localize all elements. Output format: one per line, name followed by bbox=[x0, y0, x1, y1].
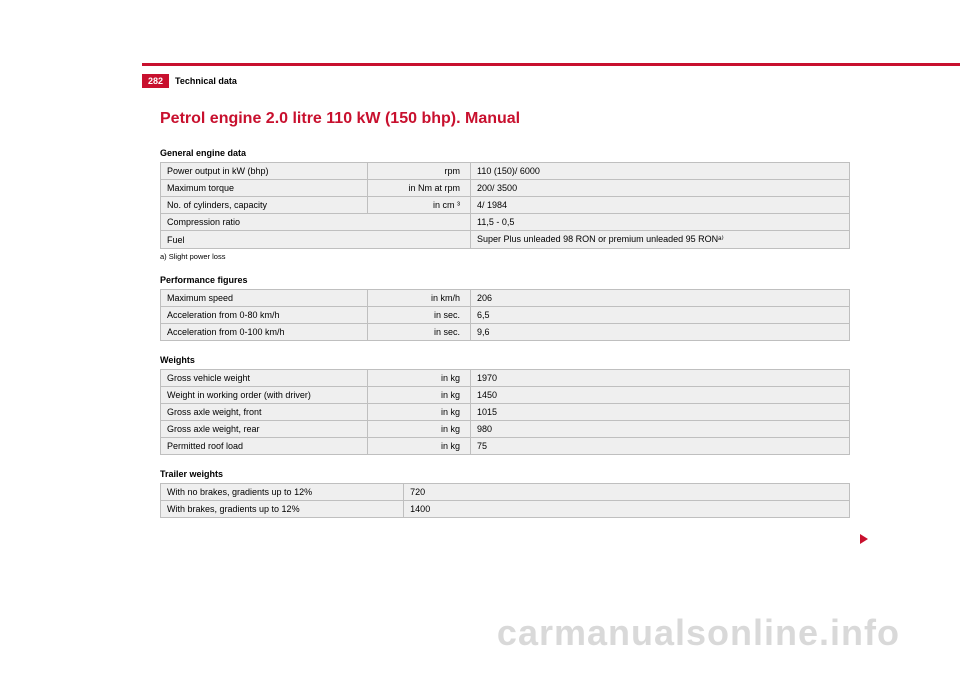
table-row: No. of cylinders, capacityin cm ³4/ 1984 bbox=[161, 197, 850, 214]
table-row: Gross vehicle weightin kg1970 bbox=[161, 370, 850, 387]
weights-table: Gross vehicle weightin kg1970 Weight in … bbox=[160, 369, 850, 455]
table-row: Maximum torquein Nm at rpm200/ 3500 bbox=[161, 180, 850, 197]
cell-label: Compression ratio bbox=[161, 214, 471, 231]
cell-value: 11,5 - 0,5 bbox=[471, 214, 850, 231]
weights-heading: Weights bbox=[160, 355, 850, 365]
page-title: Petrol engine 2.0 litre 110 kW (150 bhp)… bbox=[160, 110, 850, 128]
table-row: Acceleration from 0-100 km/hin sec.9,6 bbox=[161, 324, 850, 341]
trailer-heading: Trailer weights bbox=[160, 469, 850, 479]
watermark: carmanualsonline.info bbox=[497, 612, 900, 654]
cell-label: Acceleration from 0-80 km/h bbox=[161, 307, 368, 324]
section-name: Technical data bbox=[175, 76, 237, 86]
cell-unit: in kg bbox=[367, 438, 470, 455]
cell-value: 1400 bbox=[404, 501, 850, 518]
table-row: Maximum speedin km/h206 bbox=[161, 290, 850, 307]
cell-value: 720 bbox=[404, 484, 850, 501]
cell-unit: in sec. bbox=[367, 307, 470, 324]
cell-value: 9,6 bbox=[471, 324, 850, 341]
cell-unit: in cm ³ bbox=[367, 197, 470, 214]
cell-label: Maximum torque bbox=[161, 180, 368, 197]
general-table: Power output in kW (bhp)rpm110 (150)/ 60… bbox=[160, 162, 850, 249]
table-row: Compression ratio11,5 - 0,5 bbox=[161, 214, 850, 231]
cell-label: Gross axle weight, front bbox=[161, 404, 368, 421]
table-row: Gross axle weight, rearin kg980 bbox=[161, 421, 850, 438]
page-badge: 282 Technical data bbox=[142, 74, 237, 88]
cell-value: 200/ 3500 bbox=[471, 180, 850, 197]
cell-unit: in Nm at rpm bbox=[367, 180, 470, 197]
performance-table: Maximum speedin km/h206 Acceleration fro… bbox=[160, 289, 850, 341]
table-row: Acceleration from 0-80 km/hin sec.6,5 bbox=[161, 307, 850, 324]
cell-value: 980 bbox=[471, 421, 850, 438]
cell-label: Permitted roof load bbox=[161, 438, 368, 455]
header-rule bbox=[142, 63, 960, 66]
general-heading: General engine data bbox=[160, 148, 850, 158]
cell-value: 75 bbox=[471, 438, 850, 455]
cell-label: Power output in kW (bhp) bbox=[161, 163, 368, 180]
cell-unit: rpm bbox=[367, 163, 470, 180]
cell-value: 1970 bbox=[471, 370, 850, 387]
cell-unit: in kg bbox=[367, 387, 470, 404]
cell-label: Fuel bbox=[161, 231, 471, 249]
cell-unit: in km/h bbox=[367, 290, 470, 307]
table-row: Power output in kW (bhp)rpm110 (150)/ 60… bbox=[161, 163, 850, 180]
table-row: Weight in working order (with driver)in … bbox=[161, 387, 850, 404]
table-row: Permitted roof loadin kg75 bbox=[161, 438, 850, 455]
cell-value: 1015 bbox=[471, 404, 850, 421]
cell-unit: in kg bbox=[367, 404, 470, 421]
page-number: 282 bbox=[142, 74, 169, 88]
cell-label: Maximum speed bbox=[161, 290, 368, 307]
cell-label: With no brakes, gradients up to 12% bbox=[161, 484, 404, 501]
table-row: With brakes, gradients up to 12%1400 bbox=[161, 501, 850, 518]
cell-label: Weight in working order (with driver) bbox=[161, 387, 368, 404]
performance-heading: Performance figures bbox=[160, 275, 850, 285]
continue-arrow-icon bbox=[860, 534, 868, 544]
cell-label: Gross axle weight, rear bbox=[161, 421, 368, 438]
cell-value: 1450 bbox=[471, 387, 850, 404]
cell-unit: in sec. bbox=[367, 324, 470, 341]
general-footnote: a) Slight power loss bbox=[160, 252, 850, 261]
cell-value: 6,5 bbox=[471, 307, 850, 324]
cell-value: Super Plus unleaded 98 RON or premium un… bbox=[471, 231, 850, 249]
cell-unit: in kg bbox=[367, 370, 470, 387]
trailer-table: With no brakes, gradients up to 12%720 W… bbox=[160, 483, 850, 518]
cell-label: With brakes, gradients up to 12% bbox=[161, 501, 404, 518]
cell-value: 4/ 1984 bbox=[471, 197, 850, 214]
cell-label: No. of cylinders, capacity bbox=[161, 197, 368, 214]
cell-label: Acceleration from 0-100 km/h bbox=[161, 324, 368, 341]
table-row: FuelSuper Plus unleaded 98 RON or premiu… bbox=[161, 231, 850, 249]
table-row: Gross axle weight, frontin kg1015 bbox=[161, 404, 850, 421]
cell-value: 206 bbox=[471, 290, 850, 307]
cell-unit: in kg bbox=[367, 421, 470, 438]
table-row: With no brakes, gradients up to 12%720 bbox=[161, 484, 850, 501]
cell-label: Gross vehicle weight bbox=[161, 370, 368, 387]
page-content: Petrol engine 2.0 litre 110 kW (150 bhp)… bbox=[160, 110, 850, 518]
cell-value: 110 (150)/ 6000 bbox=[471, 163, 850, 180]
